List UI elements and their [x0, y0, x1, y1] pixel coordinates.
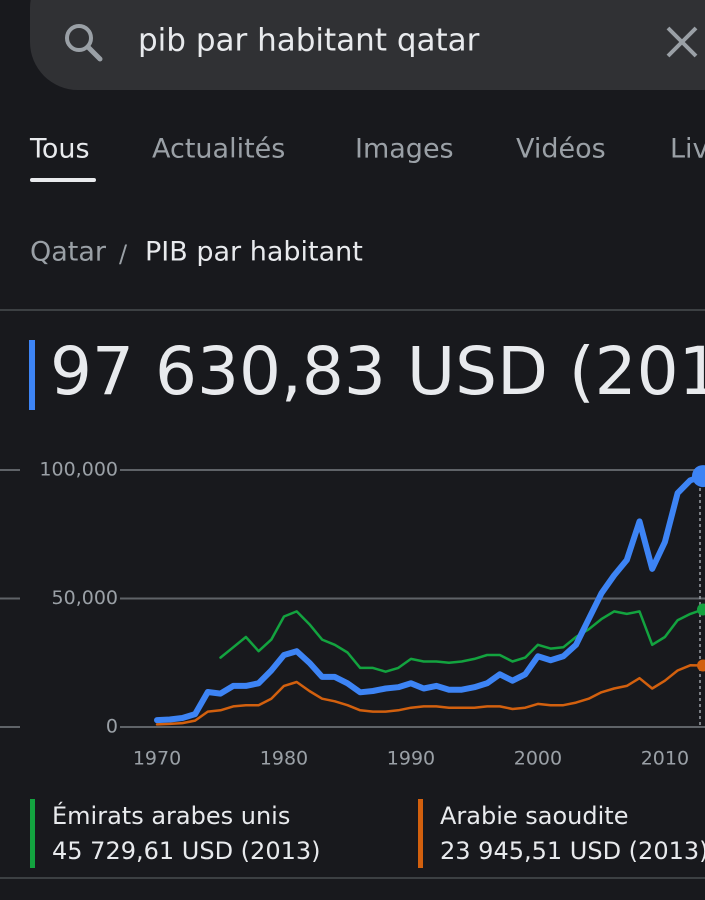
y-tick-label: 0 [106, 716, 118, 738]
tab[interactable]: Tous [29, 134, 90, 165]
search-bar[interactable] [30, 0, 705, 90]
legend-swatch [418, 799, 423, 868]
breadcrumb-separator: / [119, 240, 128, 268]
series-line [155, 664, 705, 726]
x-tick-label: 1970 [133, 748, 181, 770]
tab[interactable]: Livres [670, 134, 705, 165]
y-tick-label: 50,000 [52, 587, 118, 609]
y-tick-label: 100,000 [39, 459, 118, 481]
end-dot [697, 659, 705, 672]
legend-value: 23 945,51 USD (2013) [440, 837, 705, 865]
chart: 0 50,000 100,000 1970 1980 1990 2000 2010 [0, 458, 705, 770]
tick-label-bg [20, 586, 120, 611]
tab[interactable]: Images [355, 134, 454, 165]
x-tick-label: 1980 [260, 748, 308, 770]
series-line [219, 608, 705, 673]
headline-accent [29, 340, 35, 410]
legend-name: Arabie saoudite [440, 802, 628, 830]
clear-icon[interactable] [666, 26, 698, 58]
breadcrumb-current: PIB par habitant [145, 237, 363, 268]
headline: 97 630,83 USD (2013) [50, 333, 705, 410]
legend-swatch [30, 799, 35, 868]
breadcrumb-parent[interactable]: Qatar [30, 237, 107, 268]
tab-indicator [30, 178, 96, 182]
tab[interactable]: Actualités [152, 134, 285, 165]
legend-value: 45 729,61 USD (2013) [52, 837, 321, 865]
legend-name: Émirats arabes unis [52, 801, 290, 830]
x-tick-label: 2000 [514, 748, 562, 770]
search-icon-handle [85, 44, 103, 62]
series-line [154, 473, 705, 724]
search-icon [65, 24, 93, 52]
end-dot [697, 603, 705, 616]
tick-label-bg [20, 715, 120, 739]
end-dot [692, 465, 705, 488]
tick-label-bg [20, 458, 120, 482]
x-tick-label: 1990 [387, 748, 435, 770]
tab[interactable]: Vidéos [516, 134, 606, 165]
search-query[interactable]: pib par habitant qatar [138, 23, 480, 59]
x-tick-label: 2010 [641, 748, 689, 770]
